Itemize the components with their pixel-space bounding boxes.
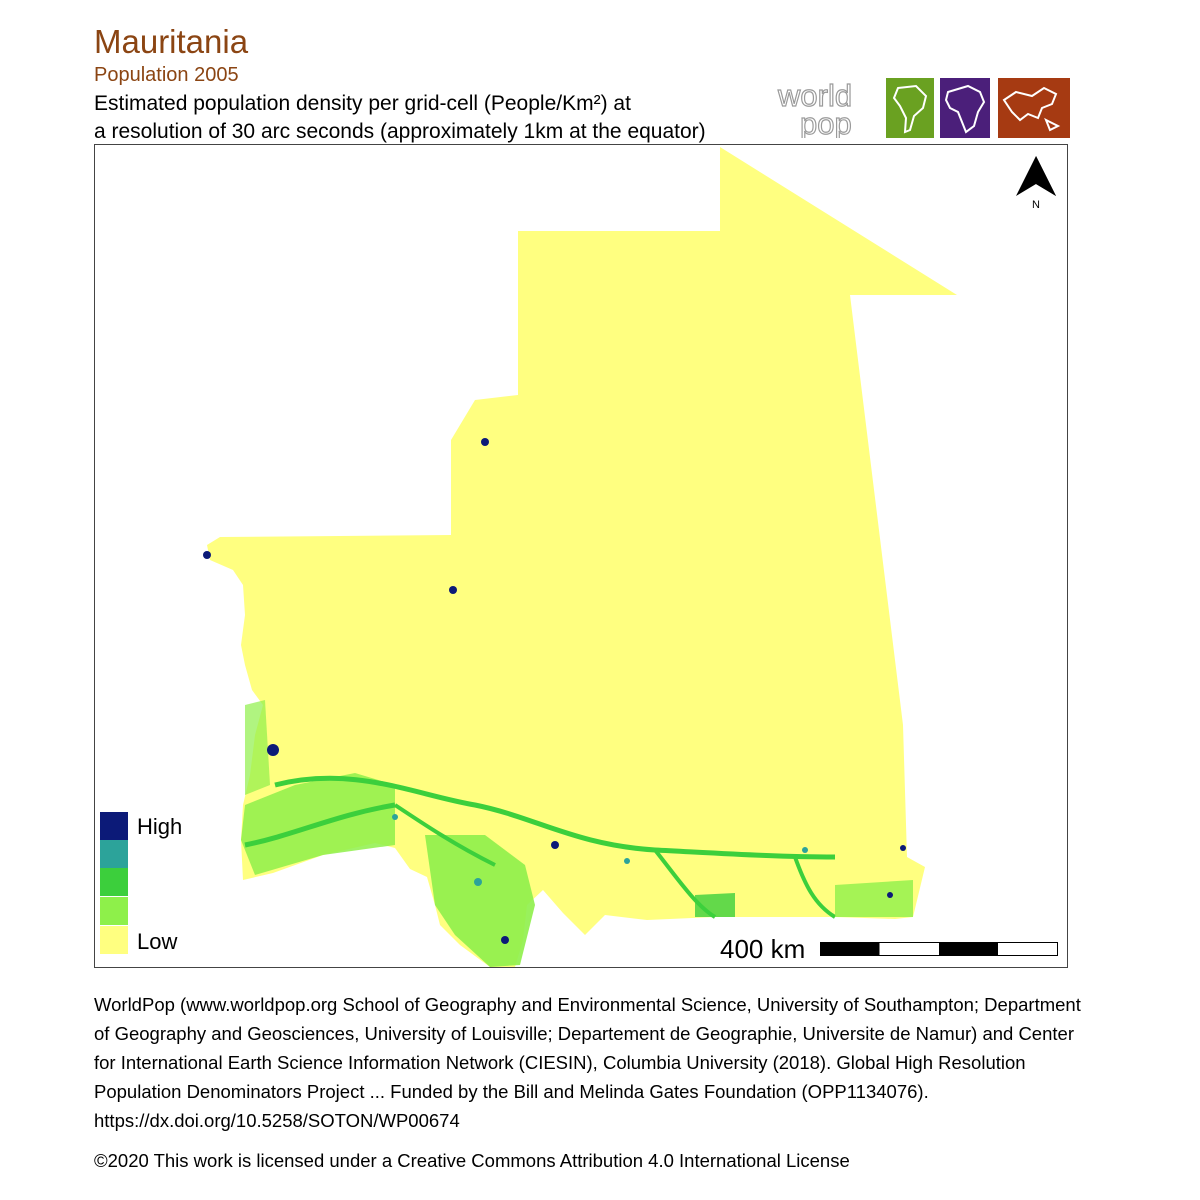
map-description: Estimated population density per grid-ce…	[94, 90, 706, 146]
legend-swatch-2	[100, 840, 128, 868]
asia-icon	[998, 78, 1070, 138]
legend-swatch-5	[100, 926, 128, 954]
logo-text-world: world	[777, 78, 852, 113]
legend-low-label: Low	[137, 929, 178, 954]
description-line-1: Estimated population density per grid-ce…	[94, 92, 631, 115]
africa-icon	[940, 78, 990, 138]
map-frame	[94, 144, 1068, 968]
credits-text: WorldPop (www.worldpop.org School of Geo…	[94, 994, 1081, 1131]
description-line-2: a resolution of 30 arc seconds (approxim…	[94, 120, 706, 143]
map-subtitle: Population 2005	[94, 64, 239, 86]
legend-high-label: High	[137, 814, 183, 839]
scale-label: 400 km	[720, 934, 806, 964]
logo-text-pop: pop	[800, 106, 852, 138]
scale-bar	[820, 942, 1058, 956]
map-title: Mauritania	[94, 23, 249, 60]
density-overlay	[203, 438, 913, 967]
worldpop-logo: world pop	[776, 78, 1070, 138]
north-arrow-icon: N	[1016, 156, 1056, 210]
legend-swatch-3	[100, 868, 128, 896]
license-text: ©2020 This work is licensed under a Crea…	[94, 1150, 850, 1171]
north-label: N	[1032, 199, 1040, 210]
mauritania-territory	[207, 147, 957, 967]
legend-swatch-4	[100, 897, 128, 925]
map-canvas	[203, 147, 957, 967]
south-america-icon	[886, 78, 934, 138]
legend-swatch-1	[100, 812, 128, 840]
